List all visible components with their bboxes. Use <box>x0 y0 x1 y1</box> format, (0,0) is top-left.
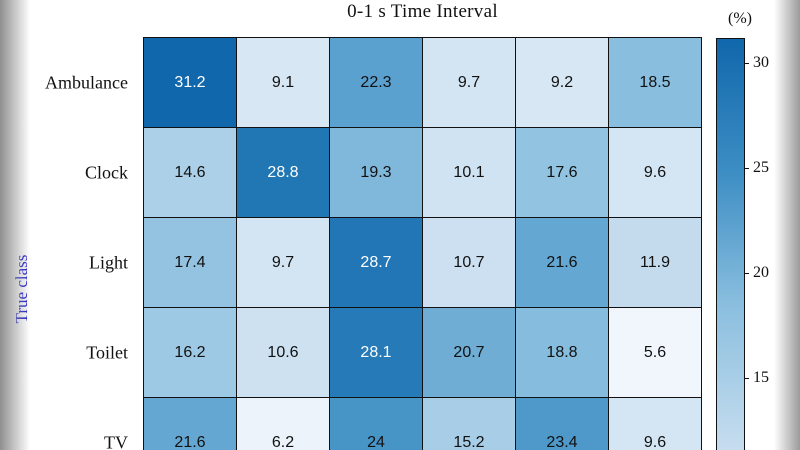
row-label: Ambulance <box>45 72 128 92</box>
heatmap-cell: 20.7 <box>423 308 515 397</box>
heatmap-cell: 9.1 <box>237 38 329 127</box>
y-tick-labels: Ambulance Clock Light Toilet TV <box>0 0 136 450</box>
heatmap-cell: 6.2 <box>237 398 329 450</box>
colorbar-tick-mark <box>745 63 749 65</box>
heatmap-cell: 21.6 <box>516 218 608 307</box>
colorbar-tick-label: 20 <box>753 264 769 282</box>
right-edge-shade <box>774 0 800 450</box>
heatmap-cell: 18.8 <box>516 308 608 397</box>
colorbar-tick-mark <box>745 378 749 380</box>
heatmap-cell: 21.6 <box>144 398 236 450</box>
heatmap-cell: 23.4 <box>516 398 608 450</box>
heatmap-cell: 28.8 <box>237 128 329 217</box>
colorbar-tick-label: 15 <box>753 369 769 387</box>
heatmap-cell: 9.7 <box>237 218 329 307</box>
heatmap-cell: 16.2 <box>144 308 236 397</box>
heatmap-cell: 9.6 <box>609 128 701 217</box>
heatmap-cell: 10.6 <box>237 308 329 397</box>
row-label: Clock <box>85 162 128 182</box>
heatmap-cell: 19.3 <box>330 128 422 217</box>
heatmap-cell: 14.6 <box>144 128 236 217</box>
row-label: TV <box>104 432 128 450</box>
heatmap-cell: 17.4 <box>144 218 236 307</box>
colorbar-tick-label: 25 <box>753 159 769 177</box>
heatmap-cell: 17.6 <box>516 128 608 217</box>
chart-title: 0-1 s Time Interval <box>347 1 498 22</box>
heatmap-cell: 10.1 <box>423 128 515 217</box>
colorbar-tick-mark <box>745 273 749 275</box>
heatmap-cell: 24 <box>330 398 422 450</box>
heatmap-cell: 9.7 <box>423 38 515 127</box>
heatmap-cell: 28.1 <box>330 308 422 397</box>
heatmap-cell: 18.5 <box>609 38 701 127</box>
heatmap-grid: 31.2 9.1 22.3 9.7 9.2 18.5 14.6 28.8 19.3 10.1 17.… <box>143 37 702 450</box>
heatmap-cell: 9.2 <box>516 38 608 127</box>
heatmap-cell: 15.2 <box>423 398 515 450</box>
row-label: Light <box>89 252 128 272</box>
heatmap-cell: 22.3 <box>330 38 422 127</box>
colorbar-tick-label: 30 <box>753 54 769 72</box>
heatmap-cell: 11.9 <box>609 218 701 307</box>
colorbar-tick-mark <box>745 168 749 170</box>
heatmap-cell: 9.6 <box>609 398 701 450</box>
heatmap-cell: 28.7 <box>330 218 422 307</box>
row-label: Toilet <box>86 342 128 362</box>
heatmap-cell: 31.2 <box>144 38 236 127</box>
heatmap-cell: 5.6 <box>609 308 701 397</box>
colorbar <box>716 38 745 450</box>
heatmap-cell: 10.7 <box>423 218 515 307</box>
colorbar-unit-label: (%) <box>728 10 752 27</box>
